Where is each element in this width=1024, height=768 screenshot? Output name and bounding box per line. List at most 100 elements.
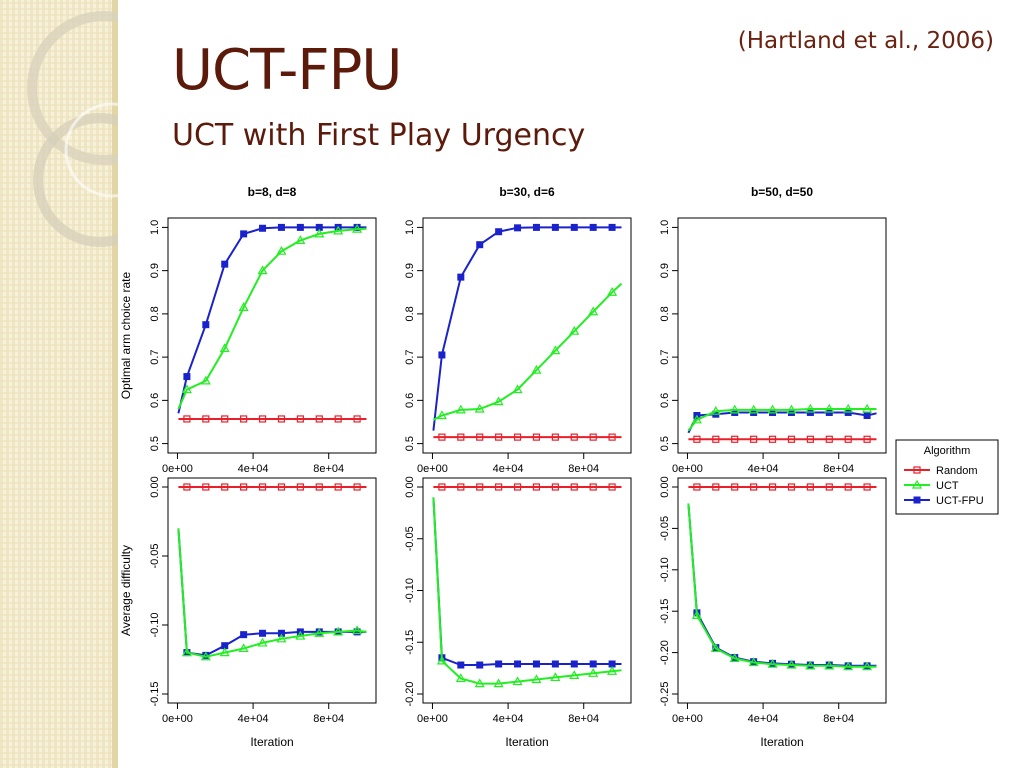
legend-marker-uct-fpu (913, 496, 921, 504)
data-point-random (693, 483, 701, 491)
x-tick-label: 8e+04 (313, 713, 344, 725)
data-point-uct (276, 245, 287, 255)
data-point-uct (295, 630, 306, 640)
data-point-uct-fpu (570, 223, 578, 231)
legend-marker-random (913, 466, 921, 474)
x-tick-label: 0e+00 (672, 463, 703, 475)
y-tick-label: 0.8 (404, 306, 416, 321)
data-point-random (608, 433, 616, 441)
data-point-random (532, 483, 541, 491)
legend-label: UCT-FPU (936, 495, 984, 507)
data-point-uct (181, 384, 192, 394)
plot-frame (167, 477, 377, 704)
data-point-uct (729, 404, 740, 414)
data-point-random (334, 483, 342, 491)
plot-frame (677, 477, 887, 704)
y-tick-label: 0.7 (659, 349, 671, 364)
y-tick-label: -0.20 (659, 640, 671, 665)
data-point-uct-fpu (589, 223, 597, 231)
data-point-uct (710, 643, 721, 653)
legend-label: UCT (936, 480, 959, 492)
plot-frame (167, 217, 377, 454)
y-tick-label: 0.9 (659, 263, 671, 278)
data-point-uct (862, 403, 873, 413)
plot-frame (422, 477, 632, 704)
data-point-random (750, 483, 758, 491)
data-point-random (532, 433, 541, 441)
data-point-uct-fpu (476, 661, 484, 669)
y-tick-label: 0.00 (404, 476, 416, 497)
data-point-uct (748, 404, 759, 414)
data-point-random (825, 435, 833, 443)
decorative-ring-pattern (0, 0, 118, 768)
citation-text: (Hartland et al., 2006) (737, 28, 994, 54)
y-tick-label: 1.0 (404, 220, 416, 235)
decorative-ring (33, 113, 118, 247)
plot-frame (422, 217, 632, 454)
data-point-uct-fpu (863, 411, 871, 419)
data-point-uct-fpu (514, 224, 522, 232)
legend-title: Algorithm (924, 445, 970, 457)
data-point-uct (691, 610, 702, 619)
data-point-uct (352, 223, 363, 233)
data-point-uct-fpu (259, 224, 267, 232)
data-point-uct-fpu (608, 223, 616, 231)
data-point-uct (569, 670, 580, 679)
data-point-uct (219, 343, 230, 353)
y-tick-label: 1.0 (659, 220, 671, 235)
chart-legend: Algorithm Random UCT UCT-FPU (895, 439, 999, 515)
x-tick-label: 0e+00 (417, 463, 448, 475)
data-point-uct (455, 404, 466, 414)
y-tick-label: 0.5 (659, 436, 671, 451)
x-tick-label: 4e+04 (748, 713, 779, 725)
panel-title: b=30, d=6 (499, 185, 555, 199)
chart-panel-bottom-left: 0e+00 4e+04 8e+04 Iteration -0.15 -0.10 -0.05 0… (119, 476, 377, 749)
data-point-random (476, 433, 484, 441)
data-point-uct (691, 414, 702, 424)
data-point-uct (333, 626, 344, 636)
y-tick-label: 0.8 (659, 306, 671, 321)
data-point-random (296, 415, 304, 423)
data-point-uct-fpu (532, 223, 540, 231)
data-point-random (551, 433, 559, 441)
y-tick-label: 0.6 (149, 393, 161, 408)
y-tick-label: -0.15 (659, 599, 671, 624)
data-point-uct-fpu (277, 629, 285, 637)
y-tick-label: 0.00 (659, 476, 671, 497)
data-point-random (693, 435, 701, 443)
data-point-uct (843, 661, 854, 671)
data-point-uct (748, 657, 759, 667)
data-point-random (825, 483, 833, 491)
data-point-uct (455, 673, 466, 683)
y-tick-label: 0.5 (404, 436, 416, 451)
data-point-random (183, 415, 191, 423)
data-point-uct (474, 403, 485, 413)
y-tick-label: 0.7 (149, 349, 161, 364)
y-tick-label: 0.5 (149, 436, 161, 451)
data-point-uct-fpu (514, 660, 522, 668)
data-point-uct-fpu (457, 273, 465, 281)
data-point-uct (493, 396, 504, 406)
data-point-uct-fpu (495, 660, 503, 668)
x-tick-label: 8e+04 (313, 463, 344, 475)
y-tick-label: -0.15 (149, 681, 161, 706)
slide-title: UCT-FPU (172, 38, 402, 103)
data-point-uct-fpu (259, 629, 267, 637)
data-point-uct-fpu (202, 321, 210, 329)
x-tick-label: 4e+04 (493, 713, 524, 725)
data-point-uct (219, 647, 230, 657)
data-point-random (551, 483, 559, 491)
y-tick-label: 0.00 (149, 476, 161, 497)
data-point-uct (531, 674, 542, 684)
data-point-random (221, 483, 229, 491)
data-point-random (438, 483, 446, 491)
data-point-random (277, 415, 286, 423)
data-point-random (457, 433, 465, 441)
data-point-uct (512, 676, 523, 686)
data-point-uct (843, 403, 854, 413)
x-tick-label: 8e+04 (823, 713, 854, 725)
data-point-uct (710, 405, 721, 415)
data-point-random (589, 433, 597, 441)
data-point-uct (493, 678, 504, 688)
data-point-uct-fpu (221, 260, 229, 268)
